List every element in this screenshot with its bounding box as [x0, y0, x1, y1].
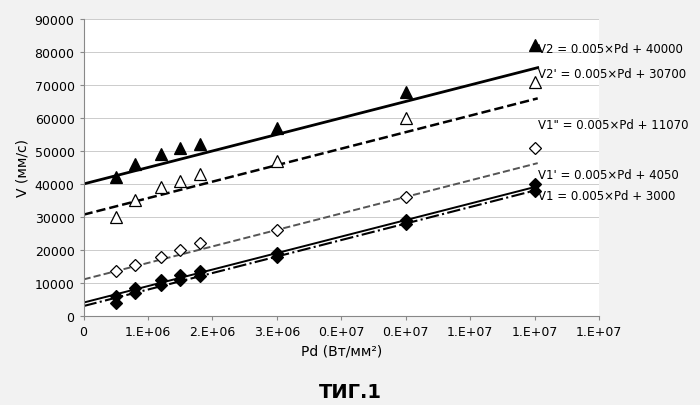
X-axis label: Pd (Вт/мм²): Pd (Вт/мм²) [300, 344, 382, 358]
Y-axis label: V (мм/с): V (мм/с) [15, 139, 29, 197]
Text: V1 = 0.005×Pd + 3000: V1 = 0.005×Pd + 3000 [538, 190, 675, 202]
Text: V1' = 0.005×Pd + 4050: V1' = 0.005×Pd + 4050 [538, 168, 678, 181]
Text: V1" = 0.005×Pd + 11070: V1" = 0.005×Pd + 11070 [538, 119, 688, 132]
Text: V2 = 0.005×Pd + 40000: V2 = 0.005×Pd + 40000 [538, 43, 682, 56]
Text: ΤИГ.1: ΤИГ.1 [318, 382, 382, 401]
Text: V2' = 0.005×Pd + 30700: V2' = 0.005×Pd + 30700 [538, 68, 686, 81]
